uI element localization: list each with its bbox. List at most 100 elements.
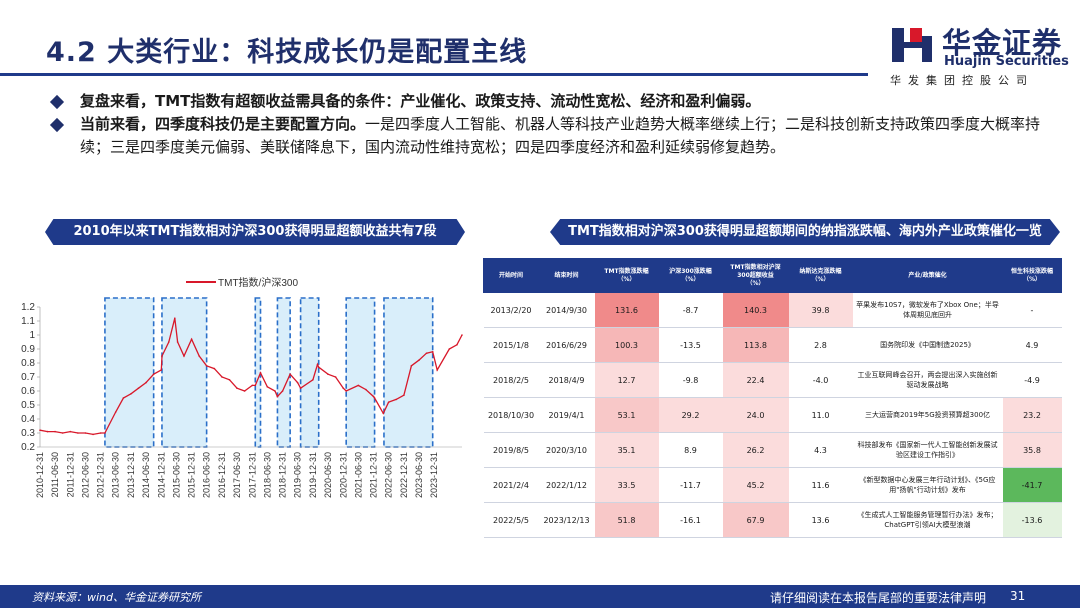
y-tick-label: 1.1: [21, 316, 35, 327]
data-point: [425, 352, 428, 354]
data-point: [221, 376, 223, 378]
table-cell-hstech: -4.9: [1002, 362, 1062, 398]
table-cell-nasdaq: 11.6: [788, 467, 853, 503]
table-row: 2013/2/20 2014/9/30 131.6 -8.7 140.3 39.8 苹果发布…: [483, 292, 1062, 328]
shaded-period-7: [383, 297, 434, 448]
bullet-item: 复盘来看，TMT指数有超额收益需具备的条件：产业催化、政策支持、流动性宽松、经济…: [49, 90, 1042, 113]
data-point: [145, 381, 147, 384]
table-cell-excess: 45.2: [722, 467, 789, 503]
table-header-cell: 开始时间: [483, 258, 539, 293]
data-point: [69, 430, 72, 433]
y-axis-ticks: 0.2 0.3 0.4 0.5 0.6 0.7 0.8 0.9 1 1.1 1.2: [21, 302, 40, 453]
data-point: [418, 359, 420, 361]
table-cell-tmt: 33.5: [594, 467, 659, 503]
table-header-cell: 恒生科技涨跌幅 （%）: [1002, 258, 1062, 293]
y-tick-label: 0.8: [21, 358, 35, 369]
table-cell-start: 2018/10/30: [483, 397, 539, 433]
table-cell-tmt: 51.8: [594, 502, 659, 538]
data-point: [403, 394, 405, 396]
data-point: [92, 433, 94, 436]
title-rule: [0, 73, 868, 76]
table-cell-end: 2018/4/9: [538, 362, 595, 398]
shaded-period-5: [299, 297, 320, 448]
bullet-list: 复盘来看，TMT指数有超额收益需具备的条件：产业催化、政策支持、流动性宽松、经济…: [49, 90, 1042, 159]
y-tick-label: 0.4: [21, 414, 35, 425]
table-cell-end: 2023/12/13: [538, 502, 595, 538]
table-cell-excess: 140.3: [722, 292, 789, 328]
shaded-period-1: [104, 297, 155, 448]
page-number: 31: [1010, 589, 1026, 603]
table-row: 2021/2/4 2022/1/12 33.5 -11.7 45.2 11.6 《新型数据中…: [483, 467, 1062, 503]
data-point: [198, 355, 200, 357]
data-point: [373, 397, 376, 399]
x-tick-label: 2015-12-31: [187, 452, 197, 498]
data-point: [99, 432, 102, 434]
bullet-text: 产业催化、政策支持、流动性宽松、经济和盈利偏弱。: [400, 92, 761, 110]
data-point: [334, 376, 337, 378]
table-row: 2015/1/8 2016/6/29 100.3 -13.5 113.8 2.8 国务院印发…: [483, 327, 1062, 363]
data-point: [61, 432, 64, 434]
diamond-bullet-icon: [49, 117, 65, 133]
table-cell-end: 2020/3/10: [538, 432, 595, 468]
table-cell-tmt: 131.6: [594, 292, 659, 328]
data-point: [312, 379, 314, 381]
data-point: [289, 373, 291, 375]
table-cell-nasdaq: 39.8: [788, 292, 853, 328]
data-point: [254, 384, 257, 387]
x-axis-ticks: 2010-12-31 2011-06-30 2011-12-31 2012-06-30…: [35, 452, 439, 498]
table-row: 2018/10/30 2019/4/1 53.1 29.2 24.0 11.0 三大运营商2…: [483, 397, 1062, 433]
logo-mark-icon: [888, 22, 936, 68]
data-point: [299, 387, 302, 389]
bullet-item: 当前来看，四季度科技仍是主要配置方向。一是四季度人工智能、机器人等科技产业趋势大…: [49, 113, 1042, 159]
data-point: [342, 387, 345, 389]
data-point: [39, 429, 41, 431]
legend-label: TMT指数/沪深300: [218, 276, 298, 289]
shaded-period-3: [254, 297, 262, 448]
x-tick-label: 2011-12-31: [65, 452, 75, 497]
table-cell-excess: 113.8: [722, 327, 789, 363]
table-cell-tmt: 100.3: [594, 327, 659, 363]
data-point: [137, 387, 140, 389]
footer-bar: [0, 585, 1080, 608]
logo-subtitle: 华发集团控股公司: [890, 74, 1034, 87]
tmt-relative-chart: 0.2 0.3 0.4 0.5 0.6 0.7 0.8 0.9 1 1.1 1.2 2010-12-…: [21, 276, 463, 498]
table-body: 2013/2/20 2014/9/30 131.6 -8.7 140.3 39.8 苹果发布…: [483, 292, 1062, 538]
table-cell-policy: 《新型数据中心发展三年行动计划》、《5G应用"扬帆"行动计划》发布: [852, 467, 1003, 503]
table-cell-nasdaq: 11.0: [788, 397, 853, 433]
table-cell-end: 2014/9/30: [538, 292, 595, 328]
data-point: [410, 365, 413, 367]
table-cell-hs300: -11.7: [658, 467, 723, 503]
x-tick-label: 2014-06-30: [141, 452, 151, 498]
table-cell-end: 2019/4/1: [538, 397, 595, 433]
table-cell-excess: 26.2: [722, 432, 789, 468]
data-point: [436, 369, 438, 371]
footer-legal-note[interactable]: 请仔细阅读在本报告尾部的重要法律声明: [770, 591, 987, 605]
series-points: [39, 317, 463, 436]
shaded-periods: [104, 297, 434, 448]
table-cell-policy: 三大运营商2019年5G投资预算超300亿: [852, 397, 1003, 433]
data-point: [122, 397, 125, 399]
data-point: [274, 390, 276, 392]
data-point: [54, 430, 56, 433]
data-point: [259, 372, 262, 374]
x-tick-label: 2013-06-30: [111, 452, 121, 498]
table-cell-nasdaq: 13.6: [788, 502, 853, 538]
data-point: [190, 338, 193, 340]
data-point: [316, 363, 319, 366]
table-row: 2022/5/5 2023/12/13 51.8 -16.1 67.9 13.6 《生成式人…: [483, 502, 1062, 538]
x-tick-label: 2015-06-30: [171, 452, 181, 498]
data-point: [387, 401, 390, 403]
table-cell-excess: 67.9: [722, 502, 789, 538]
x-tick-label: 2014-12-31: [156, 452, 166, 498]
bullet-lead: 复盘来看，TMT指数有超额收益需具备的条件：: [80, 92, 401, 110]
diamond-bullet-icon: [49, 94, 65, 110]
data-point: [161, 355, 163, 357]
table-cell-end: 2022/1/12: [538, 467, 595, 503]
table-cell-hs300: -16.1: [658, 502, 723, 538]
data-point: [456, 344, 458, 346]
table-cell-policy: 工业互联网峰会召开，两会提出深入实施创新驱动发展战略: [852, 362, 1003, 398]
table-cell-hstech: 23.2: [1002, 397, 1062, 433]
x-tick-label: 2016-12-31: [217, 452, 227, 498]
table-cell-policy: 国务院印发《中国制造2025》: [852, 327, 1003, 363]
x-tick-label: 2018-06-30: [262, 452, 272, 498]
